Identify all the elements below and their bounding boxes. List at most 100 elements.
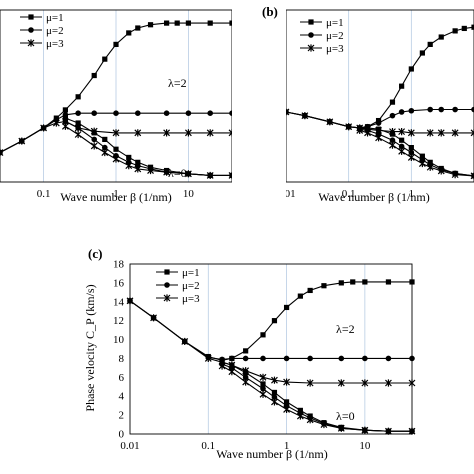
data-point [271,394,278,400]
data-point [408,145,414,151]
data-point [147,22,154,28]
data-point [243,348,249,354]
data-point [90,142,98,150]
data-point [259,390,267,398]
data-point [426,163,434,171]
series-line [286,111,474,134]
legend-label: μ=3 [46,38,64,50]
data-point [218,362,226,370]
data-point [375,126,382,132]
data-point [163,129,171,137]
data-point [229,355,235,362]
data-point [283,355,290,362]
data-point [126,154,132,161]
legend-marker [308,19,314,25]
legend-label: μ=2 [326,30,344,42]
data-point [126,30,132,36]
data-point [102,56,108,62]
data-point [181,337,189,346]
data-point [75,94,81,100]
data-point [147,166,154,175]
data-point [407,153,415,162]
data-point [283,402,290,409]
y-tick-label: 0 [275,177,281,189]
data-point [385,379,392,387]
data-point [163,110,170,116]
data-point [228,129,232,137]
data-point [271,318,278,324]
data-point [321,283,327,289]
data-point [438,34,444,40]
data-point [361,379,369,387]
data-point [271,398,278,406]
x-tick-label: 1 [284,440,290,452]
data-point [113,110,119,116]
data-point [61,122,69,130]
y-tick-label: 8 [275,78,281,90]
data-point [408,427,416,435]
legend-marker [28,14,34,20]
data-point [409,355,415,362]
data-point [389,141,396,149]
data-point [350,279,356,285]
data-point [452,106,458,113]
data-point [338,355,345,362]
plot-frame [0,9,232,183]
data-point [75,120,81,126]
data-point [75,110,81,116]
annotation-label: λ=0 [168,166,187,180]
data-point [461,25,467,32]
data-point [470,129,474,137]
data-point [326,118,334,126]
series-line [129,300,412,360]
data-point [229,20,232,26]
data-point [398,143,405,150]
data-point [419,50,425,56]
legend-label: μ=3 [182,293,200,305]
data-point [337,379,345,387]
series-line [359,129,474,177]
data-point [385,355,392,362]
x-axis-label: Wave number β (1/nm) [318,190,429,204]
data-point [408,379,416,387]
data-point [185,20,192,26]
data-point [229,362,235,368]
data-point [307,287,313,294]
data-point [271,376,278,384]
plot-frame [129,263,413,435]
data-point [361,426,369,434]
data-point [229,110,232,116]
series-line [221,363,412,432]
data-point [399,83,405,89]
data-point [296,412,304,420]
legend-marker [307,44,315,52]
data-point [204,354,212,363]
y-tick-label: 12 [269,29,280,41]
data-point [398,147,406,155]
data-point [112,155,120,163]
data-point [91,136,98,143]
data-point [438,106,445,113]
data-point [452,28,458,34]
data-point [243,370,249,376]
data-point [320,420,328,429]
legend-label: μ=2 [182,280,200,292]
y-tick-label: 8 [119,353,125,365]
data-point [297,293,303,299]
data-point [389,137,396,144]
data-point [184,129,192,137]
data-point [163,168,171,176]
data-point [91,130,97,136]
y-tick-label: 6 [275,103,281,115]
annotation-label: λ=2 [336,322,355,336]
data-point [389,131,396,137]
x-tick-label: 0.1 [342,188,356,200]
data-point [471,24,474,30]
data-point [451,171,459,179]
data-point [389,99,396,105]
legend-marker [28,27,34,33]
data-point [242,378,250,386]
y-tick-label: 10 [113,334,125,346]
data-point [52,119,60,127]
x-tick-label: 0.1 [37,188,51,200]
